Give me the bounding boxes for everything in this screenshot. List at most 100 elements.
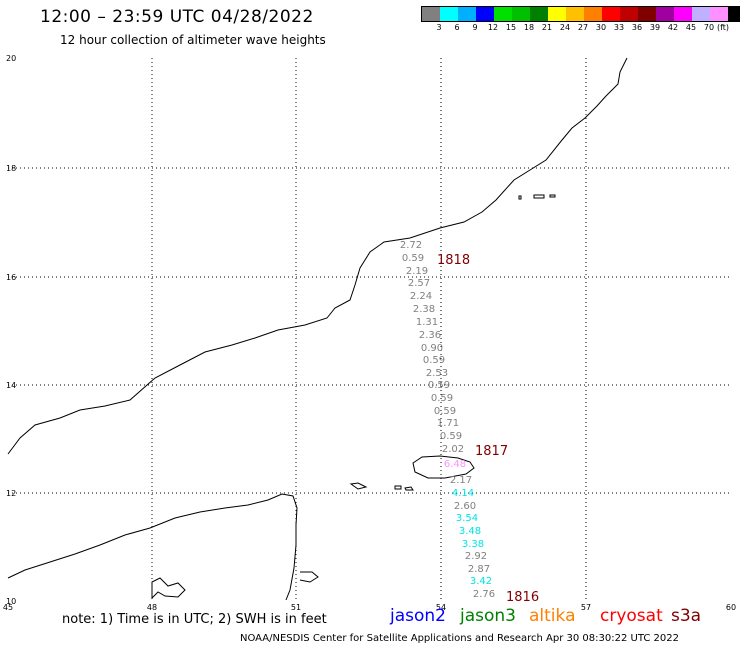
- swh-value: 2.17: [450, 475, 472, 486]
- coastline: [7, 57, 628, 601]
- colorbar-label: 24: [559, 23, 571, 32]
- islets-cluster: [151, 577, 186, 600]
- swh-value: 0.59: [423, 355, 445, 366]
- satellite-s3a: s3a: [671, 606, 702, 626]
- satellite-jason2: jason2: [390, 606, 446, 626]
- satellite-cryosat: cryosat: [600, 606, 663, 626]
- swh-value: 0.59: [434, 406, 456, 417]
- graticule: [8, 58, 731, 601]
- colorbar-swatch: [728, 7, 740, 21]
- lon-label: 54: [436, 603, 446, 612]
- lon-label: 51: [291, 603, 301, 612]
- island-small-3: [404, 486, 414, 491]
- colorbar-swatch: [584, 7, 602, 21]
- colorbar-unit: (ft): [717, 23, 730, 32]
- colorbar-swatch: [440, 7, 458, 21]
- colorbar-label: 42: [667, 23, 679, 32]
- lat-label: 14: [6, 381, 16, 390]
- colorbar-swatch: [476, 7, 494, 21]
- swh-value: 4.14: [452, 488, 474, 499]
- swh-value: 0.59: [428, 380, 450, 391]
- pass-time-labels: 1818 1817 1816: [437, 253, 539, 605]
- swh-value: 1.71: [437, 418, 459, 429]
- colorbar-label: 39: [649, 23, 661, 32]
- swh-value: 6.48: [444, 459, 466, 470]
- swh-value: 2.72: [400, 240, 422, 251]
- note-text: note: 1) Time is in UTC; 2) SWH is in fe…: [62, 612, 327, 627]
- lon-label: 57: [581, 603, 591, 612]
- coastline-main: [7, 57, 628, 455]
- swh-value: 2.76: [473, 589, 495, 600]
- colorbar-swatch: [656, 7, 674, 21]
- swh-value: 3.48: [459, 526, 481, 537]
- socotra-island: [412, 455, 475, 479]
- colorbar-swatch: [710, 7, 728, 21]
- colorbar-label: 12: [487, 23, 499, 32]
- swh-value: 2.60: [454, 501, 476, 512]
- swh-value: 3.54: [456, 513, 478, 524]
- colorbar-label: 33: [613, 23, 625, 32]
- colorbar-label: 30: [595, 23, 607, 32]
- footer-credit: NOAA/NESDIS Center for Satellite Applica…: [240, 633, 679, 644]
- swh-value: 2.19: [406, 266, 428, 277]
- island-north-1: [518, 195, 522, 200]
- swh-value: 2.24: [410, 291, 432, 302]
- colorbar-label: 3: [436, 23, 442, 32]
- colorbar-swatch: [620, 7, 638, 21]
- island-small-1: [349, 482, 368, 490]
- colorbar-label: 21: [541, 23, 553, 32]
- satellite-altika: altika: [529, 606, 576, 626]
- pass-time: 1816: [506, 590, 539, 605]
- swh-value: 0.59: [402, 253, 424, 264]
- colorbar-swatch: [422, 7, 440, 21]
- swh-value: 0.59: [440, 431, 462, 442]
- swh-value: 2.53: [426, 368, 448, 379]
- map-title: 12:00 – 23:59 UTC 04/28/2022: [40, 7, 314, 27]
- pass-time: 1818: [437, 253, 470, 268]
- colorbar-label: 9: [472, 23, 478, 32]
- swh-value: 2.92: [465, 551, 487, 562]
- colorbar-label: 15: [505, 23, 517, 32]
- lat-label: 12: [6, 489, 16, 498]
- colorbar-swatch: [566, 7, 584, 21]
- colorbar-label: 6: [454, 23, 460, 32]
- island-north-3: [549, 194, 556, 198]
- colorbar-swatch: [692, 7, 710, 21]
- swh-value: 2.36: [419, 330, 441, 341]
- swh-value: 2.02: [442, 444, 464, 455]
- colorbar-label: 36: [631, 23, 643, 32]
- bay-inlet: [299, 571, 319, 583]
- colorbar-label: 18: [523, 23, 535, 32]
- colorbar-swatch: [602, 7, 620, 21]
- lon-label: 60: [726, 603, 736, 612]
- colorbar-label: 45: [685, 23, 697, 32]
- swh-value: 2.38: [413, 304, 435, 315]
- swh-value: 3.42: [470, 576, 492, 587]
- swh-value: 0.90: [421, 343, 443, 354]
- coastline-south: [7, 493, 298, 601]
- lat-label: 16: [6, 273, 16, 282]
- swh-value: 1.31: [416, 317, 438, 328]
- satellite-jason3: jason3: [460, 606, 516, 626]
- lat-label: 18: [6, 164, 16, 173]
- colorbar-swatch: [638, 7, 656, 21]
- colorbar-label: 27: [577, 23, 589, 32]
- pass-time: 1817: [475, 444, 508, 459]
- map-subtitle: 12 hour collection of altimeter wave hei…: [60, 33, 326, 47]
- island-north-2: [533, 194, 545, 199]
- swh-value-labels: 2.720.592.192.572.242.381.312.360.900.59…: [400, 240, 495, 600]
- colorbar-swatch: [512, 7, 530, 21]
- colorbar-swatch: [530, 7, 548, 21]
- swh-value: 3.38: [462, 539, 484, 550]
- swh-value: 2.87: [468, 564, 490, 575]
- colorbar: [421, 6, 740, 22]
- island-small-2: [394, 485, 402, 490]
- colorbar-swatch: [548, 7, 566, 21]
- lon-label: 45: [3, 603, 13, 612]
- colorbar-swatch: [494, 7, 512, 21]
- colorbar-swatch: [674, 7, 692, 21]
- lon-label: 48: [147, 603, 157, 612]
- colorbar-label: 70: [703, 23, 715, 32]
